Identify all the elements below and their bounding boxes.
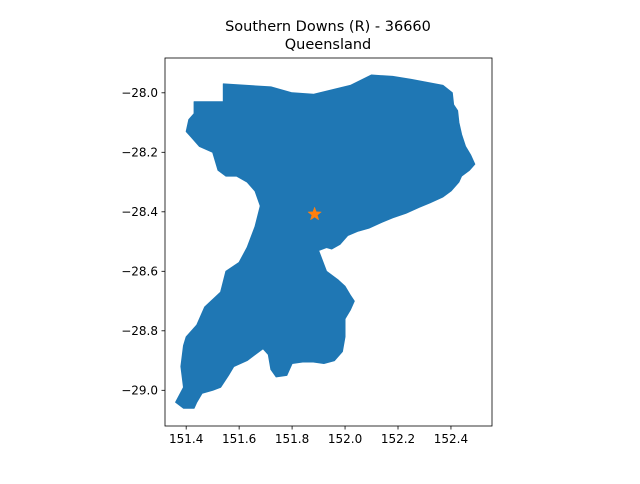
- y-tick-label: −28.4: [121, 205, 158, 219]
- x-tick-label: 151.4: [169, 432, 203, 446]
- location-star-marker: [307, 206, 322, 221]
- x-tick-label: 152.0: [328, 432, 362, 446]
- y-tick-label: −28.6: [121, 265, 158, 279]
- axes: 151.4 151.6 151.8 152.0 152.2 152.4 −28.0 −28.2…: [121, 57, 493, 446]
- x-tick-label: 151.6: [222, 432, 256, 446]
- y-tick-label: −28.0: [121, 86, 158, 100]
- y-tick-label: −28.2: [121, 146, 158, 160]
- y-tick-label: −29.0: [121, 384, 158, 398]
- axes-frame: [164, 57, 493, 427]
- chart-title: Southern Downs (R) - 36660: [225, 19, 431, 35]
- x-tick-label: 152.4: [434, 432, 468, 446]
- x-tick-label: 151.8: [275, 432, 309, 446]
- chart-subtitle: Queensland: [285, 37, 372, 53]
- region-shape: [175, 74, 476, 409]
- x-tick-label: 152.2: [381, 432, 415, 446]
- y-tick-label: −28.8: [121, 324, 158, 338]
